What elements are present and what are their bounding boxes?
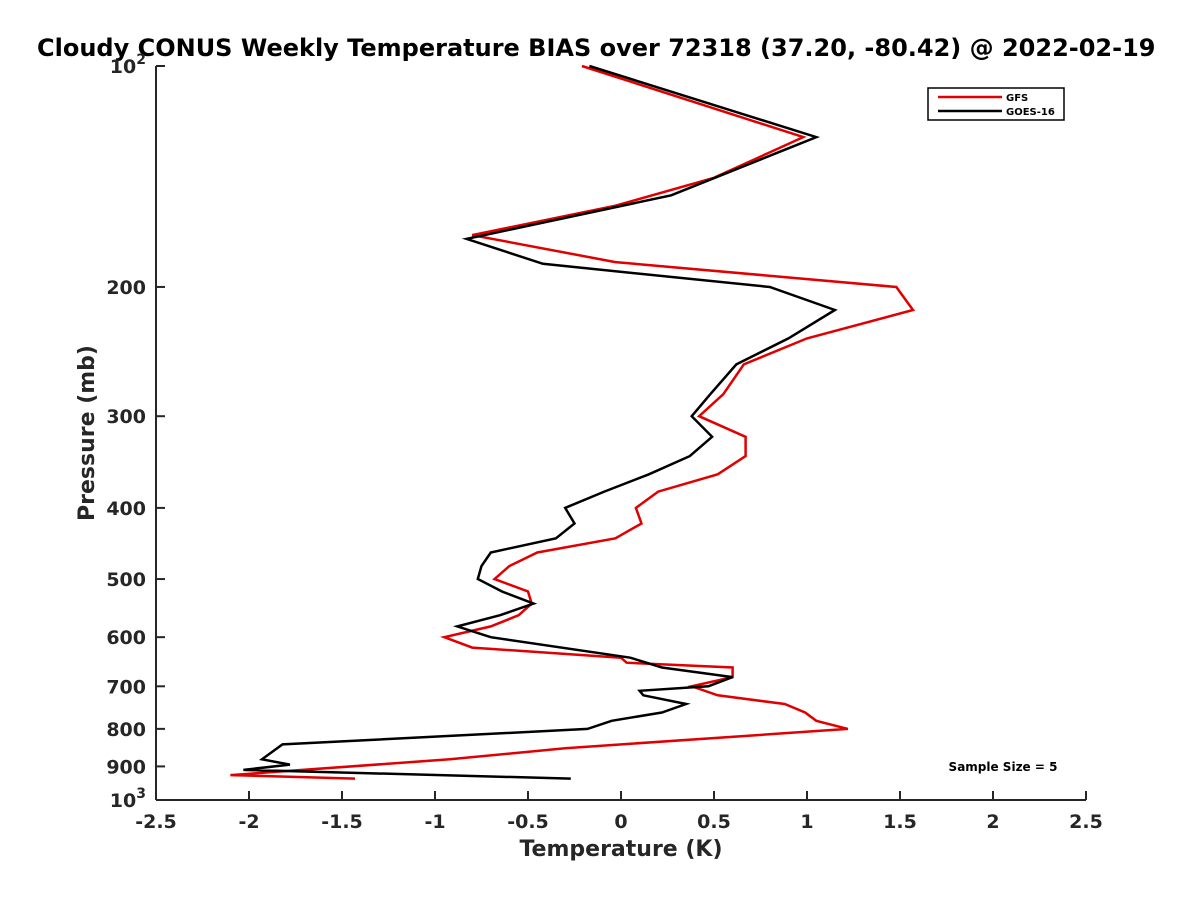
- y-tick-label: 800: [106, 719, 146, 741]
- x-tick-label: 2: [986, 811, 999, 833]
- series-layer: [230, 64, 916, 780]
- series-line-goes16: [243, 64, 838, 780]
- y-tick-label: 600: [106, 627, 146, 649]
- y-axis-label: Pressure (mb): [75, 345, 100, 521]
- y-tick-label: 103: [110, 786, 146, 812]
- y-tick-label: 300: [106, 406, 146, 428]
- x-tick-label: -2.5: [135, 811, 177, 833]
- y-tick-label: 102: [110, 52, 146, 78]
- series-line-gfs: [230, 64, 916, 780]
- x-tick-label: -1: [424, 811, 445, 833]
- x-tick-label: 0: [614, 811, 627, 833]
- x-tick-label: -0.5: [507, 811, 549, 833]
- y-tick-label: 900: [106, 756, 146, 778]
- x-tick-label: 0.5: [697, 811, 731, 833]
- y-tick-label: 400: [106, 498, 146, 520]
- x-tick-label: -2: [238, 811, 259, 833]
- x-tick-label: 2.5: [1069, 811, 1103, 833]
- x-tick-label: 1.5: [883, 811, 917, 833]
- y-tick-label: 200: [106, 277, 146, 299]
- legend-box: [927, 87, 1065, 121]
- ticks-layer: -2.5 -2 -1.5 -1 -0.5 0 0.5 1 1.5 2 2.5 102 200 300 400…: [106, 52, 1103, 833]
- y-tick-label: 700: [106, 676, 146, 698]
- legend-label-gfs: GFS: [1006, 93, 1028, 104]
- legend: GFS GOES-16: [927, 87, 1065, 121]
- y-tick-label: 500: [106, 569, 146, 591]
- x-tick-label: 1: [800, 811, 813, 833]
- sample-size-annotation: Sample Size = 5: [949, 760, 1058, 774]
- x-tick-label: -1.5: [321, 811, 363, 833]
- chart-title: Cloudy CONUS Weekly Temperature BIAS ove…: [37, 34, 1155, 62]
- legend-label-goes16: GOES-16: [1006, 107, 1055, 118]
- x-axis-label: Temperature (K): [519, 837, 722, 862]
